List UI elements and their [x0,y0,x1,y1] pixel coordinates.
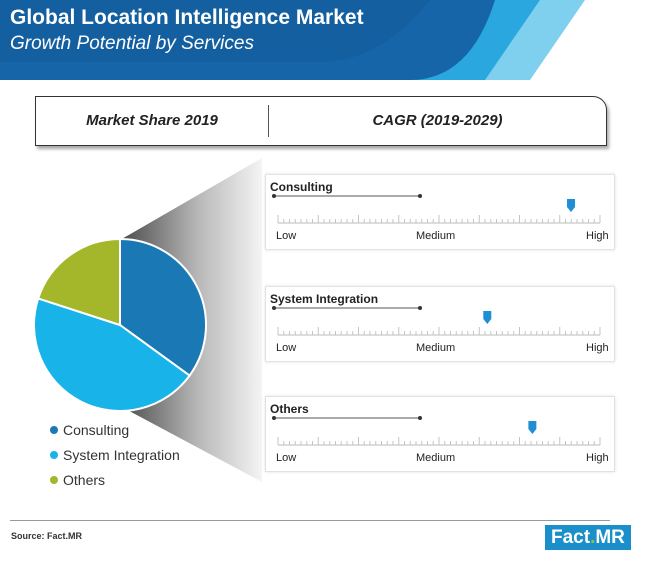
underline-end-dot [418,416,422,420]
legend-swatch-others [50,476,58,484]
pie-slice-consulting [119,237,207,377]
scale-low-label: Low [276,452,297,464]
cagr-label-consulting: Consulting [270,180,333,194]
cagr-marker-others [528,421,537,434]
legend-label-others: Others [63,472,106,488]
column-divider [268,105,269,137]
column-header-box: Market Share 2019 CAGR (2019-2029) [35,96,607,146]
scale-high-label: High [586,230,609,242]
scale-high-label: High [586,342,609,354]
cagr-gauge-others [272,416,601,446]
scale-medium-label: Medium [416,452,456,464]
header-banner [0,0,585,80]
legend-item-system-integration: System Integration [50,445,180,470]
legend-label-system-integration: System Integration [63,447,180,463]
cagr-panel-system-integration: System Integration Low Medium High [265,286,615,362]
underline-end-dot [272,416,276,420]
page-subtitle: Growth Potential by Services [10,33,254,54]
cagr-gauge-consulting [272,194,601,224]
scale-high-label: High [586,452,609,464]
scale-low-label: Low [276,342,297,354]
legend-label-consulting: Consulting [63,422,130,438]
footer-divider [10,520,610,521]
legend-item-consulting: Consulting [50,420,180,445]
factmr-logo: Fact.MR [545,525,631,550]
legend-item-others: Others [50,470,180,495]
legend-swatch-consulting [50,426,58,434]
scale-medium-label: Medium [416,230,456,242]
cagr-panel-consulting: Consulting Low Medium High [265,174,615,250]
cagr-heading: CAGR (2019-2029) [372,112,503,129]
scale-low-label: Low [276,230,297,242]
cagr-label-system-integration: System Integration [270,292,379,306]
page-title: Global Location Intelligence Market [10,6,364,29]
cagr-label-others: Others [270,402,309,416]
pie-slice-system-integration [33,297,191,412]
underline-end-dot [272,194,276,198]
legend-swatch-system-integration [50,451,58,459]
cagr-panel-others: Others Low Medium High [265,396,615,472]
scale-medium-label: Medium [416,342,456,354]
underline-end-dot [418,194,422,198]
underline-end-dot [418,306,422,310]
market-share-heading: Market Share 2019 [86,112,218,129]
source-note: Source: Fact.MR [11,531,83,541]
cagr-marker-system-integration [483,311,492,324]
underline-end-dot [272,306,276,310]
cagr-gauge-system-integration [272,306,601,336]
pie-slice-others [36,237,121,327]
market-share-pie-chart [33,237,207,412]
pie-legend: Consulting System Integration Others [50,420,180,495]
cagr-marker-consulting [567,199,576,212]
